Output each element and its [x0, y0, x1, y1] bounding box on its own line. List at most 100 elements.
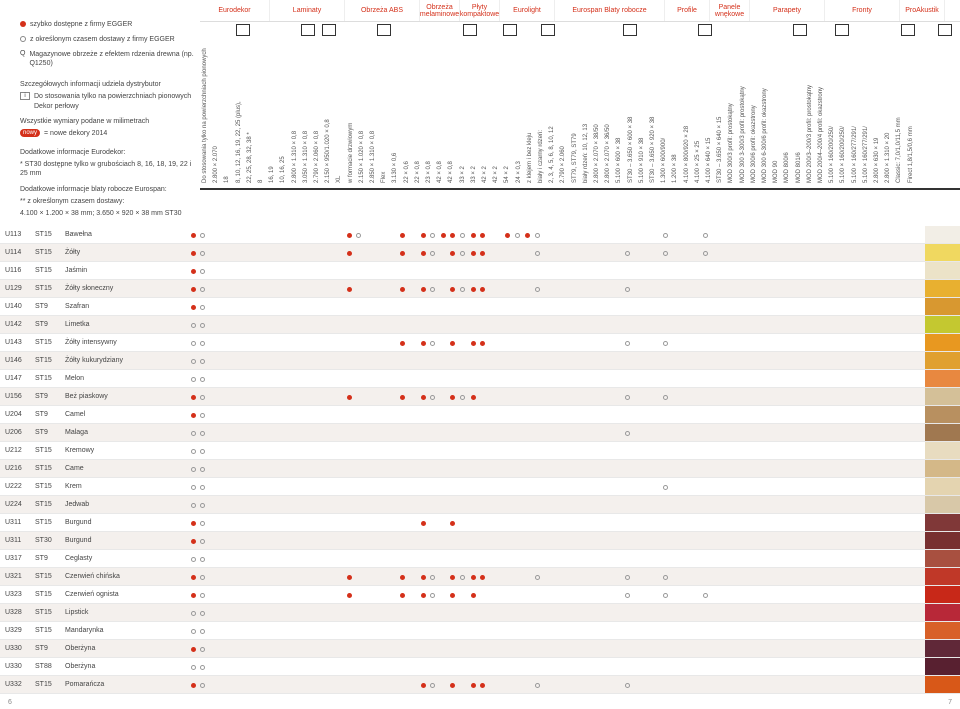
subcol-label: 5.100 × 160/200/250/ [829, 126, 835, 183]
availability-dot [471, 341, 476, 346]
subcol-label: 2.790 × 2.060 × 0,8 [314, 131, 320, 183]
table-row: U156ST9Beż piaskowy [0, 388, 960, 406]
subcol-label: MOD 300 3-300/3 profil: prostokątny [740, 86, 746, 183]
category-icon [377, 24, 391, 36]
table-row: U212ST15Kremowy [0, 442, 960, 460]
row-name: Burgund [65, 537, 165, 544]
subcol-label: 5.100 × 160/277/291/ [852, 126, 858, 183]
header-cell: Płyty kompaktowe [460, 0, 500, 21]
availability-dot [191, 305, 196, 310]
availability-dot [703, 251, 708, 256]
row-code: U317 [0, 555, 35, 562]
subcol-label: 4.100 × 25 × 25 [695, 141, 701, 183]
availability-dot [430, 341, 435, 346]
availability-dot [347, 395, 352, 400]
row-code: U330 [0, 663, 35, 670]
availability-dot [450, 341, 455, 346]
availability-dot [200, 485, 205, 490]
availability-dot [450, 521, 455, 526]
color-swatch [925, 478, 960, 495]
color-swatch [925, 352, 960, 369]
availability-dot [480, 683, 485, 688]
row-name: Burgund [65, 519, 165, 526]
availability-dot [480, 233, 485, 238]
availability-dot [480, 287, 485, 292]
availability-dot [200, 413, 205, 418]
subcol-label: 2.800 × 2.070 [213, 146, 219, 183]
availability-dot [200, 575, 205, 580]
row-code: U156 [0, 393, 35, 400]
row-dots [165, 442, 925, 460]
row-name: Czerwień chińska [65, 573, 165, 580]
row-code: U142 [0, 321, 35, 328]
color-swatch [925, 370, 960, 387]
subcol-label: 22 × 0,8 [415, 161, 421, 183]
row-code: U129 [0, 285, 35, 292]
row-finish: ST9 [35, 411, 65, 418]
availability-dot [191, 413, 196, 418]
row-dots [165, 532, 925, 550]
color-swatch [925, 442, 960, 459]
subcol-label: 2.790 × 2.060 [560, 146, 566, 183]
header-cell: Panele wnękowe [710, 0, 750, 21]
header-cell: ProAkustik [900, 0, 945, 21]
row-dots [165, 424, 925, 442]
availability-dot [356, 233, 361, 238]
color-swatch [925, 334, 960, 351]
row-finish: ST15 [35, 285, 65, 292]
availability-dot [347, 233, 352, 238]
availability-dot [421, 395, 426, 400]
subcol-label: ST30 – 3.650 × 600 × 38 [628, 117, 634, 183]
color-swatch [925, 406, 960, 423]
table-row: U114ST15Żółty [0, 244, 960, 262]
availability-dot [421, 683, 426, 688]
row-name: Żółty [65, 249, 165, 256]
legend-text: ** z określonym czasem dostawy: [20, 197, 195, 206]
availability-dot [400, 287, 405, 292]
category-icon [793, 24, 807, 36]
table-row: U116ST15Jaśmin [0, 262, 960, 280]
row-dots [165, 478, 925, 496]
row-code: U116 [0, 267, 35, 274]
table-row: U146ST15Żółty kukurydziany [0, 352, 960, 370]
subcol-label: Flex [381, 172, 387, 183]
row-finish: ST15 [35, 519, 65, 526]
color-swatch [925, 244, 960, 261]
row-code: U114 [0, 249, 35, 256]
availability-dot [663, 341, 668, 346]
availability-dot [191, 629, 196, 634]
subcol-label: 8, 10, 12, 16, 19, 22, 25 (plus), [236, 101, 242, 183]
category-icon [623, 24, 637, 36]
availability-dot [441, 233, 446, 238]
color-swatch [925, 262, 960, 279]
availability-dot [200, 341, 205, 346]
row-dots [165, 226, 925, 244]
row-code: U147 [0, 375, 35, 382]
subcol-label: MOD 300/3 profil: prostokątny [728, 103, 734, 183]
availability-dot [191, 503, 196, 508]
category-icon [463, 24, 477, 36]
availability-dot [430, 683, 435, 688]
availability-dot [200, 683, 205, 688]
table-row: U143ST15Żółty intensywny [0, 334, 960, 352]
row-finish: ST15 [35, 249, 65, 256]
row-code: U332 [0, 681, 35, 688]
row-finish: ST9 [35, 393, 65, 400]
row-dots [165, 262, 925, 280]
table-row: U129ST15Żółty słoneczny [0, 280, 960, 298]
availability-dot [200, 233, 205, 238]
availability-dot [191, 665, 196, 670]
row-dots [165, 370, 925, 388]
subcol-label: 2.800 × 2.070 × 36/50 [605, 124, 611, 183]
subcol-label: XL [336, 176, 342, 183]
subcol-label: 33 × 2 [460, 166, 466, 183]
color-swatch [925, 424, 960, 441]
row-code: U311 [0, 519, 35, 526]
table-row: U206ST9Malaga [0, 424, 960, 442]
availability-dot [191, 593, 196, 598]
legend-text: Magazynowe obrzeże z efektem rdzenia dre… [29, 50, 195, 68]
availability-dot [347, 287, 352, 292]
availability-dot [191, 377, 196, 382]
subcol-label: 8 [258, 180, 264, 183]
subcol-label: 2.800 × 1.310 × 20 [885, 133, 891, 183]
